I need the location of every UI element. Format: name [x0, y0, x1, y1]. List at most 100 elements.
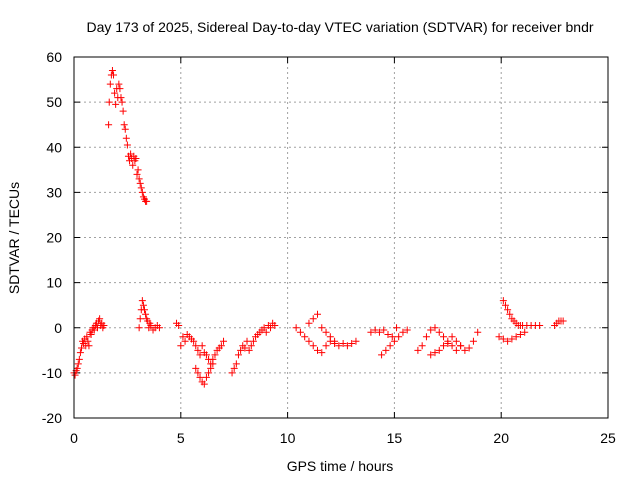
data-point — [138, 297, 146, 305]
y-tick-label: 60 — [46, 49, 62, 65]
data-point — [196, 351, 204, 359]
data-point — [448, 342, 456, 350]
grid-lines — [74, 57, 608, 418]
y-tick-label: -10 — [42, 365, 62, 381]
data-point — [367, 328, 375, 336]
data-point — [305, 319, 313, 327]
data-point — [343, 342, 351, 350]
data-point — [339, 340, 347, 348]
data-point — [444, 340, 452, 348]
data-point — [431, 349, 439, 357]
data-point — [435, 328, 443, 336]
data-point — [202, 351, 210, 359]
data-point — [399, 328, 407, 336]
data-point — [267, 324, 275, 332]
data-point — [418, 342, 426, 350]
data-point — [431, 324, 439, 332]
y-tick-label: 0 — [54, 320, 62, 336]
data-point — [121, 125, 129, 133]
data-point — [137, 184, 145, 192]
data-point — [499, 297, 507, 305]
data-point — [175, 321, 183, 329]
data-point — [129, 161, 137, 169]
data-point — [457, 342, 465, 350]
y-tick-label: 20 — [46, 230, 62, 246]
data-point — [469, 337, 477, 345]
data-point — [348, 340, 356, 348]
data-point — [196, 373, 204, 381]
data-point — [318, 349, 326, 357]
data-point — [76, 349, 84, 357]
data-point — [427, 351, 435, 359]
data-point — [296, 328, 304, 336]
plot-frame — [73, 56, 609, 419]
data-point — [427, 326, 435, 334]
data-point — [136, 315, 144, 323]
data-point — [194, 346, 202, 354]
data-point — [322, 328, 330, 336]
data-point — [120, 121, 128, 129]
data-point — [508, 335, 516, 343]
data-point — [85, 342, 93, 350]
data-point — [305, 337, 313, 345]
y-tick-label: 50 — [46, 94, 62, 110]
data-point — [87, 331, 95, 339]
data-point — [292, 324, 300, 332]
data-point — [386, 342, 394, 350]
data-point — [140, 306, 148, 314]
data-point — [241, 344, 249, 352]
data-point — [309, 342, 317, 350]
data-point — [115, 80, 123, 88]
data-point — [243, 337, 251, 345]
data-point — [138, 188, 146, 196]
data-point — [382, 346, 390, 354]
data-point — [132, 155, 140, 163]
data-point — [448, 333, 456, 341]
data-point — [110, 71, 118, 79]
data-point — [318, 324, 326, 332]
data-point — [147, 321, 155, 329]
x-tick-label: 5 — [177, 430, 185, 446]
data-point — [237, 346, 245, 354]
data-point — [155, 324, 163, 332]
data-point — [111, 89, 119, 97]
data-point — [118, 98, 126, 106]
data-point — [516, 331, 524, 339]
data-point — [177, 342, 185, 350]
data-point — [75, 355, 83, 363]
data-point — [380, 326, 388, 334]
data-point — [83, 333, 91, 341]
data-point — [234, 351, 242, 359]
data-point — [133, 170, 141, 178]
data-point — [142, 310, 150, 318]
data-point — [440, 342, 448, 350]
data-point — [393, 324, 401, 332]
data-point — [384, 331, 392, 339]
data-point — [139, 301, 147, 309]
data-point — [112, 100, 120, 108]
data-point — [116, 85, 124, 93]
data-point — [309, 315, 317, 323]
data-point — [73, 364, 81, 372]
data-point — [123, 141, 131, 149]
data-point — [77, 344, 85, 352]
data-point — [452, 337, 460, 345]
x-tick-label: 0 — [70, 430, 78, 446]
data-point — [135, 175, 143, 183]
data-point — [390, 337, 398, 345]
data-point — [335, 342, 343, 350]
data-point — [100, 321, 108, 329]
data-point — [414, 346, 422, 354]
data-point — [179, 333, 187, 341]
y-tick-label: 40 — [46, 139, 62, 155]
data-point — [247, 342, 255, 350]
data-point — [504, 337, 512, 345]
data-point — [314, 310, 322, 318]
data-point — [207, 364, 215, 372]
data-point — [74, 360, 82, 368]
y-tick-label: 10 — [46, 275, 62, 291]
data-point — [205, 369, 213, 377]
x-tick-label: 25 — [600, 430, 616, 446]
